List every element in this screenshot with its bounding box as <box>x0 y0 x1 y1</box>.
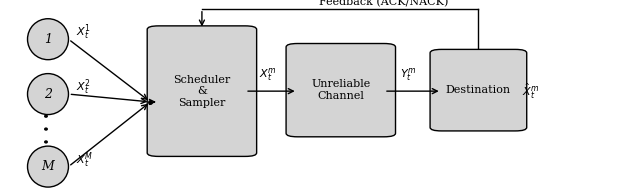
Text: Destination: Destination <box>446 85 511 95</box>
Ellipse shape <box>28 146 68 187</box>
Text: $X_t^2$: $X_t^2$ <box>76 77 90 97</box>
Ellipse shape <box>28 74 68 114</box>
Text: Unreliable
Channel: Unreliable Channel <box>311 79 371 101</box>
Text: $Y_t^m$: $Y_t^m$ <box>400 66 417 83</box>
Text: $X_t^1$: $X_t^1$ <box>76 23 91 42</box>
Text: Feedback (ACK/NACK): Feedback (ACK/NACK) <box>319 0 449 7</box>
Text: $\hat{X}_t^m$: $\hat{X}_t^m$ <box>522 82 539 101</box>
Text: $X_t^M$: $X_t^M$ <box>76 150 93 170</box>
Text: $X_t^m$: $X_t^m$ <box>259 66 276 83</box>
Text: Scheduler
&
Sampler: Scheduler & Sampler <box>173 74 230 108</box>
Text: 1: 1 <box>44 33 52 46</box>
FancyBboxPatch shape <box>147 26 257 156</box>
Text: •  •  •: • • • <box>43 113 53 144</box>
Ellipse shape <box>28 19 68 60</box>
Text: 2: 2 <box>44 88 52 101</box>
FancyBboxPatch shape <box>430 49 527 131</box>
Text: M: M <box>42 160 54 173</box>
FancyBboxPatch shape <box>286 44 396 137</box>
